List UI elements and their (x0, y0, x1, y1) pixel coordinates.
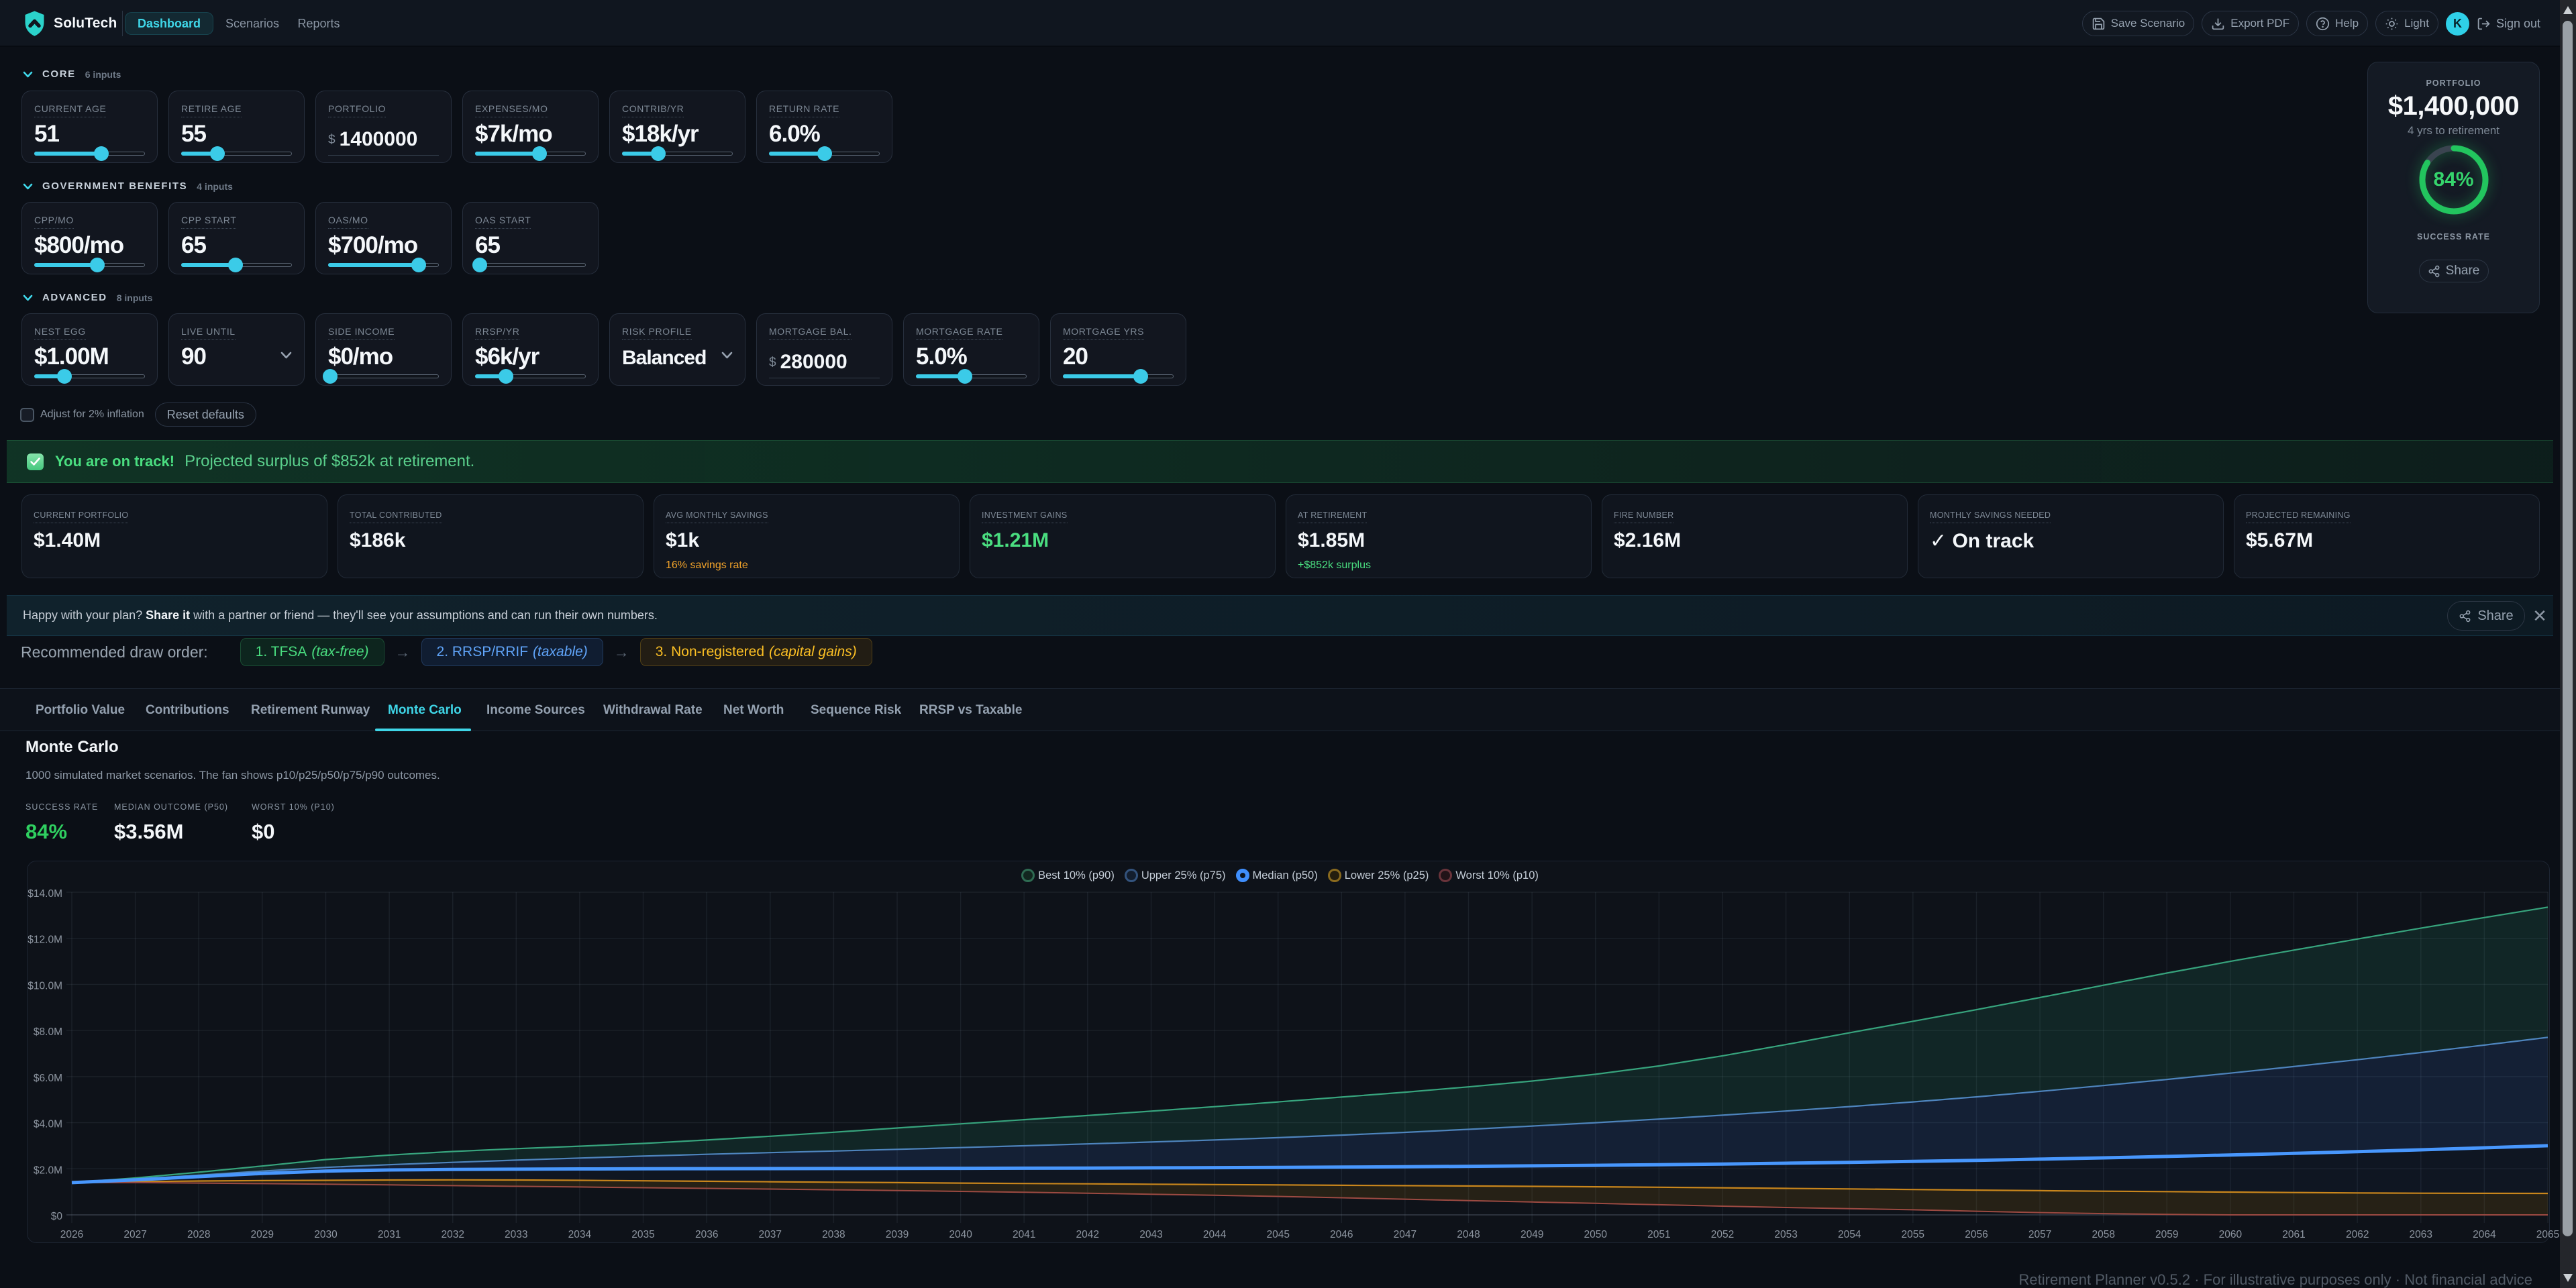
svg-text:2056: 2056 (1965, 1229, 1988, 1240)
svg-text:2059: 2059 (2155, 1229, 2178, 1240)
svg-text:2046: 2046 (1330, 1229, 1353, 1240)
svg-text:2026: 2026 (60, 1229, 83, 1240)
svg-text:$10.0M: $10.0M (28, 980, 62, 991)
svg-text:2054: 2054 (1838, 1229, 1861, 1240)
svg-text:2057: 2057 (2028, 1229, 2051, 1240)
svg-text:$12.0M: $12.0M (28, 934, 62, 946)
svg-text:2028: 2028 (187, 1229, 210, 1240)
svg-text:2035: 2035 (631, 1229, 654, 1240)
svg-text:2051: 2051 (1647, 1229, 1670, 1240)
svg-text:$4.0M: $4.0M (34, 1119, 62, 1130)
svg-text:2055: 2055 (1902, 1229, 1924, 1240)
svg-text:2038: 2038 (822, 1229, 845, 1240)
svg-text:$8.0M: $8.0M (34, 1026, 62, 1038)
svg-text:2062: 2062 (2346, 1229, 2369, 1240)
svg-text:2032: 2032 (441, 1229, 464, 1240)
svg-text:$6.0M: $6.0M (34, 1073, 62, 1084)
svg-text:2036: 2036 (695, 1229, 718, 1240)
svg-text:2042: 2042 (1076, 1229, 1099, 1240)
svg-text:2065: 2065 (2536, 1229, 2559, 1240)
svg-text:2045: 2045 (1266, 1229, 1289, 1240)
svg-text:2052: 2052 (1711, 1229, 1734, 1240)
svg-text:2041: 2041 (1013, 1229, 1035, 1240)
svg-text:2064: 2064 (2473, 1229, 2496, 1240)
svg-text:2061: 2061 (2282, 1229, 2305, 1240)
svg-text:2050: 2050 (1584, 1229, 1608, 1240)
svg-text:2063: 2063 (2410, 1229, 2432, 1240)
svg-text:2030: 2030 (314, 1229, 338, 1240)
svg-text:2037: 2037 (759, 1229, 782, 1240)
svg-text:2044: 2044 (1203, 1229, 1227, 1240)
svg-text:2060: 2060 (2219, 1229, 2243, 1240)
svg-text:$14.0M: $14.0M (28, 888, 62, 900)
svg-text:2043: 2043 (1139, 1229, 1162, 1240)
svg-text:2031: 2031 (378, 1229, 401, 1240)
svg-text:2053: 2053 (1774, 1229, 1797, 1240)
svg-text:2029: 2029 (251, 1229, 274, 1240)
svg-text:2047: 2047 (1394, 1229, 1416, 1240)
svg-text:2049: 2049 (1521, 1229, 1543, 1240)
svg-text:2033: 2033 (505, 1229, 527, 1240)
svg-text:$2.0M: $2.0M (34, 1165, 62, 1176)
svg-text:$0: $0 (51, 1211, 63, 1222)
svg-text:2058: 2058 (2092, 1229, 2114, 1240)
svg-text:2034: 2034 (568, 1229, 592, 1240)
svg-text:2027: 2027 (123, 1229, 146, 1240)
svg-text:2048: 2048 (1457, 1229, 1480, 1240)
svg-text:2040: 2040 (949, 1229, 972, 1240)
svg-text:2039: 2039 (886, 1229, 909, 1240)
